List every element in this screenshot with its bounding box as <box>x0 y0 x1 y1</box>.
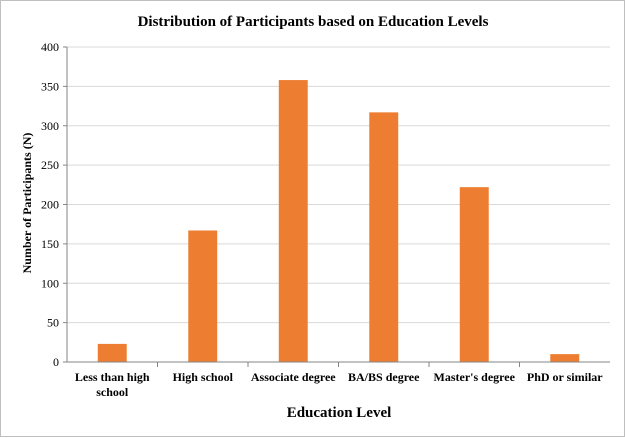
bar <box>459 187 489 362</box>
bar <box>97 343 127 362</box>
x-category-label: High school <box>173 370 234 384</box>
y-axis-title: Number of Participants (N) <box>20 133 34 274</box>
x-category-label: PhD or similar <box>527 370 603 384</box>
y-tick-label: 0 <box>53 355 59 369</box>
y-tick-label: 50 <box>47 316 59 330</box>
x-category-label: school <box>96 385 129 399</box>
bars <box>97 80 580 362</box>
y-tick-label: 300 <box>41 119 59 133</box>
chart-title: Distribution of Participants based on Ed… <box>138 14 489 30</box>
bar <box>278 80 308 362</box>
y-tick-label: 200 <box>41 198 59 212</box>
bar <box>369 112 399 362</box>
x-category-label: BA/BS degree <box>348 370 420 384</box>
x-axis-title: Education Level <box>287 405 392 421</box>
x-category-label: Associate degree <box>251 370 336 384</box>
x-category-label: Less than high <box>75 370 150 384</box>
gridlines <box>67 46 610 324</box>
x-category-label: Master's degree <box>434 370 516 384</box>
bar <box>550 354 580 362</box>
y-tick-label: 400 <box>41 40 59 54</box>
y-axis-ticks: 0 50 100 150 200 250 300 350 400 <box>41 40 67 369</box>
bar <box>188 230 218 362</box>
y-tick-label: 250 <box>41 158 59 172</box>
y-tick-label: 100 <box>41 276 59 290</box>
y-tick-label: 350 <box>41 79 59 93</box>
y-tick-label: 150 <box>41 237 59 251</box>
